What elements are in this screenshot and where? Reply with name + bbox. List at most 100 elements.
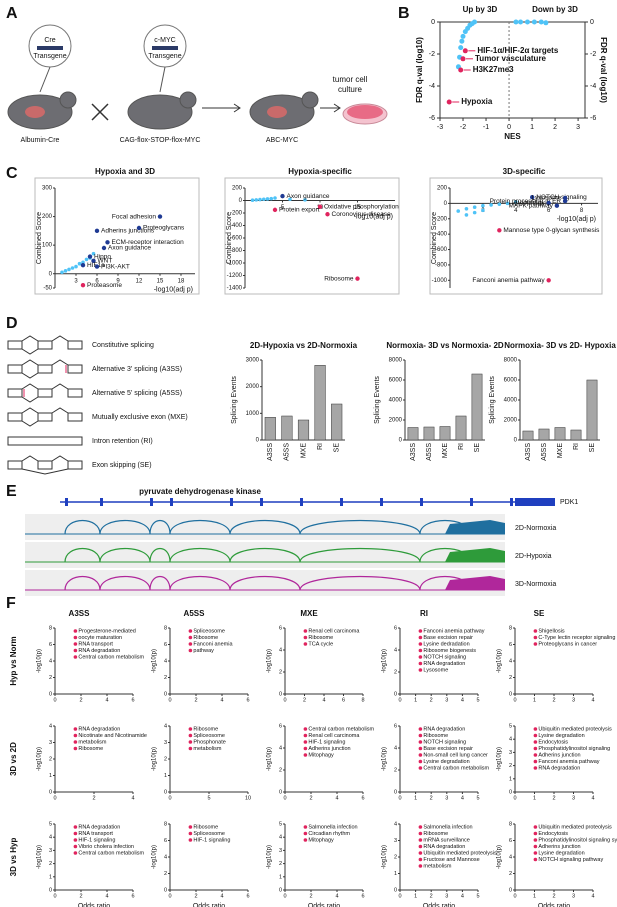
highlight-point xyxy=(562,195,568,201)
x-tick-label: 4 xyxy=(591,795,594,801)
highlight-point xyxy=(533,635,538,640)
y-tick-label: 0 xyxy=(509,789,512,795)
point xyxy=(269,196,274,201)
x-tick-label: 0 xyxy=(283,795,286,801)
highlight-point xyxy=(157,214,163,219)
y-tick-label: 4 xyxy=(164,854,167,860)
term-label: Circadian rhythm xyxy=(308,831,350,837)
y-tick-label: -50 xyxy=(43,286,52,292)
term-label: Ubiquitin mediated proteolysis xyxy=(423,850,497,856)
panel-letter: B xyxy=(398,5,410,22)
term-label: Adherins junction xyxy=(538,752,580,758)
y-tick-label: 8000 xyxy=(389,358,403,364)
x-tick-label: 5 xyxy=(476,795,479,801)
x-tick-label: 4 xyxy=(220,893,223,899)
y-tick-label: 3 xyxy=(509,750,512,756)
junction xyxy=(21,383,69,390)
x-tick-label: 0 xyxy=(507,124,511,131)
junction xyxy=(21,468,69,475)
exon xyxy=(510,498,513,506)
x-tick-label: A5SS xyxy=(426,443,433,461)
y-axis-label: -log10(p) xyxy=(267,747,273,771)
x-tick-label: 4 xyxy=(514,208,518,214)
y2-tick-label: -6 xyxy=(590,115,596,122)
highlight-point xyxy=(73,746,78,751)
term-label: oocyte maturation xyxy=(78,635,122,641)
point xyxy=(497,202,502,206)
x-tick-label: MXE xyxy=(442,443,449,459)
track-label: 3D-Normoxia xyxy=(515,581,556,588)
point xyxy=(250,198,255,202)
x-axis-label: -log10(adj p) xyxy=(557,216,596,223)
label: Transgene xyxy=(33,53,66,60)
x-tick-label: 2 xyxy=(552,795,555,801)
highlight-point xyxy=(188,629,193,633)
x-tick-label: 4 xyxy=(322,697,325,703)
y-tick-label: 1 xyxy=(49,773,52,779)
y-tick-label: 0 xyxy=(394,691,397,697)
term-label: RNA transport xyxy=(78,641,113,647)
x-tick-label: 12 xyxy=(136,278,143,284)
y-tick-label: 4 xyxy=(509,737,512,743)
term-label: Progesterone-mediated xyxy=(78,628,135,634)
point xyxy=(460,33,466,39)
highlight-point xyxy=(80,262,86,268)
y-tick-label: 6 xyxy=(394,723,397,729)
x-tick-label: 0 xyxy=(168,795,171,801)
x-tick-label: 6 xyxy=(95,278,99,284)
y-tick-label: 2 xyxy=(279,767,282,773)
highlight-point xyxy=(188,642,193,646)
point xyxy=(513,19,519,25)
term-label: Central carbon metabolism xyxy=(78,850,144,856)
x-axis-label: Odds ratio xyxy=(308,903,340,907)
x-tick-label: 0 xyxy=(168,893,171,899)
exon xyxy=(67,412,83,422)
gene-utr xyxy=(515,498,555,506)
x-tick-label: 0 xyxy=(398,893,401,899)
x-tick-label: 2 xyxy=(79,893,82,899)
term-label: Lysine degradation xyxy=(538,850,584,856)
highlight-point xyxy=(533,733,538,738)
highlight-point xyxy=(546,200,551,206)
y-tick-label: 0 xyxy=(509,691,512,697)
x-tick-label: 1 xyxy=(533,795,536,801)
point xyxy=(472,210,477,215)
term-label: Phosphatidylinositol signaling xyxy=(538,746,610,752)
bar xyxy=(264,417,276,441)
exon xyxy=(300,498,303,506)
x-tick-label: 4 xyxy=(105,697,108,703)
point xyxy=(91,251,96,256)
x-tick-label: -1 xyxy=(483,124,489,131)
x-tick-label: 4 xyxy=(105,893,108,899)
highlight-point xyxy=(188,740,193,744)
y-tick-label: 6 xyxy=(49,642,52,648)
x-tick-label: 2 xyxy=(309,893,312,899)
y-tick-label: 8 xyxy=(49,625,52,631)
label: c-MYC xyxy=(154,37,175,44)
highlight-label: Proteoglycans xyxy=(143,225,185,232)
x-tick-label: A3SS xyxy=(525,443,532,461)
term-label: metabolism xyxy=(193,746,222,752)
highlight-point xyxy=(94,264,100,269)
highlight-label: Protein processing in ER xyxy=(490,198,562,205)
exon xyxy=(37,340,53,350)
term-label: Adherins junction xyxy=(538,844,580,850)
junction xyxy=(21,372,39,379)
y-axis-label: -log10(p) xyxy=(497,845,503,869)
exon xyxy=(470,498,473,506)
term-label: Ubiquitin mediated proteolysis xyxy=(538,824,612,830)
y-tick-label: 2 xyxy=(509,871,512,877)
y-tick-label: 0 xyxy=(279,789,282,795)
x-axis-label: Odds ratio xyxy=(193,903,225,907)
term-label: Ribosome xyxy=(423,733,448,739)
highlight-point xyxy=(73,838,78,842)
term-label: Vibrio cholera infection xyxy=(78,844,134,850)
y-tick-label: 0 xyxy=(394,789,397,795)
term-label: Salmonella infection xyxy=(423,824,472,830)
highlight-point xyxy=(303,825,308,829)
term-label: Ribosome xyxy=(193,824,218,830)
exon xyxy=(260,498,263,506)
highlight-point xyxy=(303,740,308,744)
highlight-label: Coronovirus disease xyxy=(332,211,392,218)
highlight-point xyxy=(418,864,423,868)
